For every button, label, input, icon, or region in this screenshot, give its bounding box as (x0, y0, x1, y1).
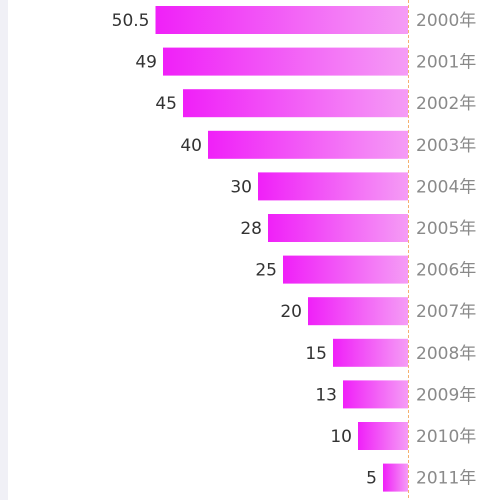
value-label: 13 (315, 385, 337, 405)
value-label: 5 (366, 469, 377, 489)
value-label: 40 (180, 136, 202, 156)
bar-2008年[interactable] (333, 338, 408, 367)
value-label: 49 (135, 53, 157, 73)
category-label: 2009年 (416, 385, 476, 405)
value-label: 30 (230, 177, 252, 197)
category-label: 2006年 (416, 261, 476, 281)
bar-2000年[interactable] (155, 6, 409, 34)
value-label: 10 (330, 427, 352, 447)
category-label: 2001年 (416, 53, 476, 73)
category-label: 2008年 (416, 344, 476, 364)
category-label: 2007年 (416, 302, 476, 322)
bar-2004年[interactable] (258, 172, 408, 201)
bar-2007年[interactable] (308, 297, 408, 326)
bar-2005年[interactable] (268, 214, 408, 242)
value-label: 25 (255, 261, 277, 281)
value-label: 28 (240, 219, 262, 239)
bars-layer (155, 6, 409, 492)
category-label: 2000年 (416, 11, 476, 31)
bar-2011年[interactable] (383, 463, 408, 492)
bar-2009年[interactable] (343, 380, 408, 409)
category-label: 2005年 (416, 219, 476, 239)
value-label: 45 (155, 94, 177, 114)
value-label: 15 (305, 344, 327, 364)
value-label: 20 (280, 302, 302, 322)
category-label: 2011年 (416, 469, 476, 489)
bar-2002年[interactable] (183, 89, 408, 118)
category-label: 2010年 (416, 427, 476, 447)
left-panel-edge (0, 0, 8, 500)
category-label: 2002年 (416, 94, 476, 114)
bar-2001年[interactable] (163, 47, 408, 76)
bar-2006年[interactable] (283, 255, 408, 284)
labels-layer: 50.5 2000年 49 2001年 45 2002年 40 2003年 30 2004年 28 2… (112, 11, 477, 489)
bar-2003年[interactable] (208, 130, 408, 159)
value-label: 50.5 (112, 11, 150, 31)
bar-2010年[interactable] (358, 422, 408, 450)
category-label: 2003年 (416, 136, 476, 156)
category-label: 2004年 (416, 177, 476, 197)
